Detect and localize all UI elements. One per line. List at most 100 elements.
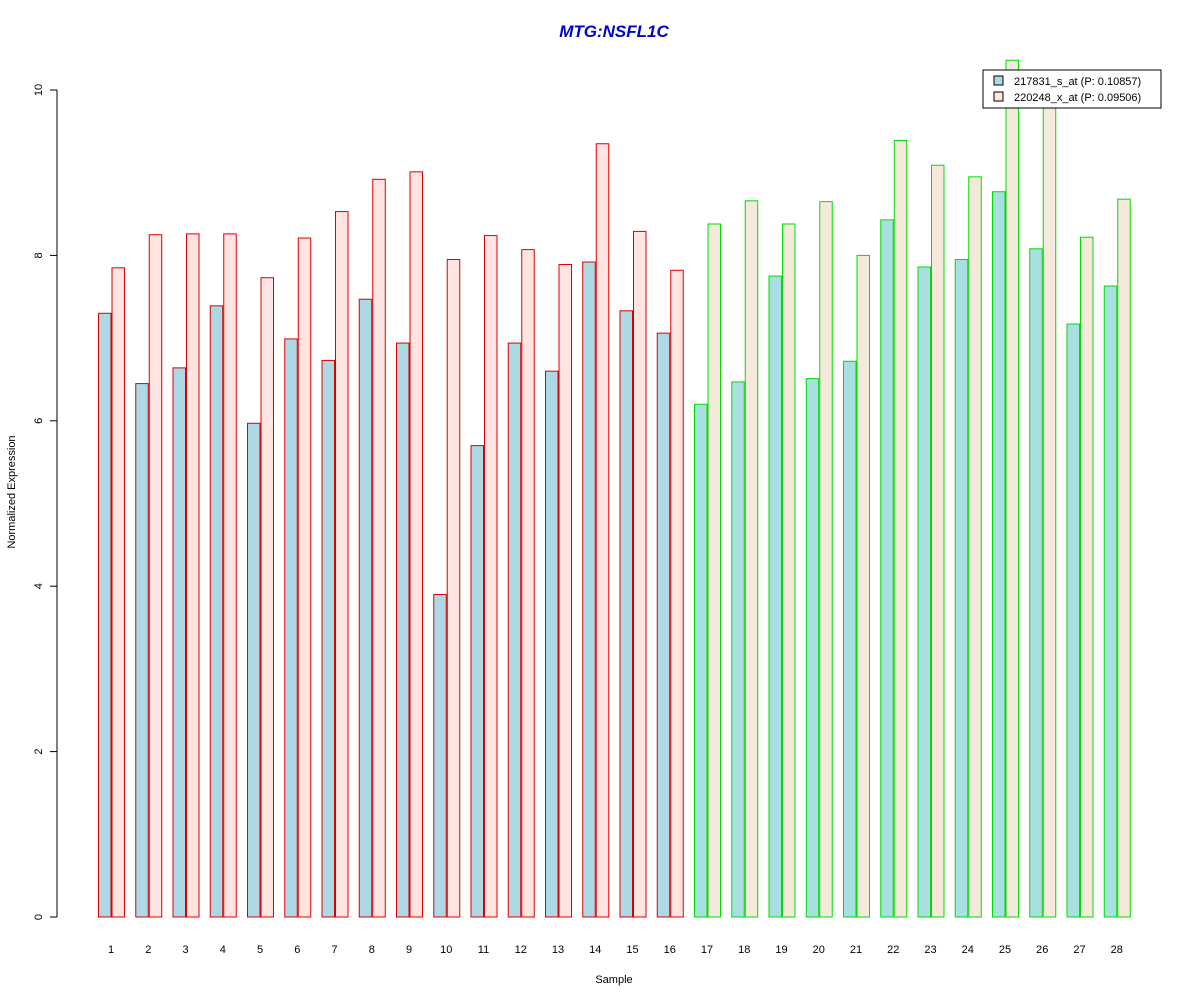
x-tick-label: 13 [552,944,564,956]
x-tick-label: 25 [999,944,1011,956]
bar-series1-sample-3 [172,367,186,918]
bar-series2-sample-4 [223,233,237,918]
y-tick-label: 4 [33,583,45,589]
y-axis: 0 2 4 6 8 10 [33,84,58,920]
bar-series1-sample-4 [209,305,224,918]
bar-series2-sample-15 [633,230,647,918]
bar-series2-sample-7 [335,211,349,918]
x-tick-label: 4 [220,944,226,956]
x-tick-label: 17 [701,944,713,956]
bar-series2-sample-25 [1005,59,1019,918]
legend: 217831_s_at (P: 0.10857) 220248_x_at (P: … [982,69,1162,109]
x-tick-label: 3 [182,944,188,956]
bar-series1-sample-21 [843,360,857,918]
bar-series2-sample-26 [1042,101,1057,918]
bar-series2-sample-14 [595,143,610,918]
bar-series1-sample-17 [694,403,708,918]
bar-series1-sample-13 [545,370,559,918]
x-tick-label: 6 [294,944,300,956]
bar-series2-sample-27 [1080,236,1094,918]
bar-series1-sample-25 [992,191,1006,918]
x-tick-label: 2 [145,944,151,956]
legend-label-series2: 220248_x_at (P: 0.09506) [1014,92,1141,104]
x-tick-label: 12 [515,944,527,956]
bar-series1-sample-22 [880,219,894,918]
bars [98,59,1131,918]
bar-series2-sample-3 [186,233,200,918]
bar-series1-sample-24 [954,259,969,918]
x-tick-label: 18 [738,944,750,956]
bar-series1-sample-19 [768,275,782,918]
chart-title: MTG:NSFL1C [559,22,669,41]
x-tick-label: 9 [406,944,412,956]
y-axis-label: Normalized Expression [6,435,18,548]
x-tick-label: 7 [331,944,337,956]
bar-series2-sample-1 [111,267,125,918]
bar-series2-sample-10 [446,259,461,918]
bar-series1-sample-14 [582,261,596,918]
bar-series1-sample-8 [358,298,373,918]
bar-series2-sample-21 [856,254,870,918]
bar-series2-sample-13 [558,263,572,918]
x-tick-label: 14 [589,944,601,956]
x-tick-label: 19 [775,944,787,956]
legend-swatch-series2 [993,91,1004,102]
x-tick-label: 11 [478,944,489,956]
bar-series2-sample-6 [297,237,312,918]
bar-series1-sample-27 [1066,323,1080,918]
y-tick-label: 0 [33,914,45,920]
y-tick-label: 8 [33,252,45,258]
bar-series1-sample-10 [433,593,447,918]
bar-series2-sample-11 [484,235,498,918]
bar-series1-sample-28 [1103,285,1118,918]
y-tick-label: 6 [33,418,45,424]
bar-series1-sample-7 [321,359,335,918]
x-tick-label: 15 [626,944,638,956]
x-tick-label: 10 [440,944,452,956]
x-tick-label: 27 [1073,944,1085,956]
bar-series2-sample-28 [1117,198,1131,918]
bar-series2-sample-24 [968,176,982,918]
bar-series2-sample-17 [707,223,721,918]
bar-series2-sample-18 [744,200,759,918]
bar-series1-sample-9 [396,342,410,918]
bar-series1-sample-15 [619,310,633,918]
x-tick-label: 20 [813,944,825,956]
x-tick-label: 8 [369,944,375,956]
x-axis-label: Sample [595,974,632,986]
bar-series2-sample-9 [409,171,423,918]
bar-series1-sample-6 [284,338,298,918]
bar-series1-sample-18 [731,381,745,918]
bar-series2-sample-5 [260,277,274,918]
x-tick-label: 5 [257,944,263,956]
bar-series2-sample-19 [782,223,796,918]
bar-series1-sample-2 [135,383,149,918]
bar-series1-sample-11 [470,445,484,918]
x-tick-label: 1 [108,944,114,956]
x-axis-tick-labels: 1 2 3 4 5 6 7 8 9 10 11 12 13 14 15 16 17 18 19 20 21 22 23 24 2… [108,944,1123,956]
x-tick-label: 28 [1111,944,1123,956]
x-tick-label: 16 [664,944,676,956]
bar-series2-sample-12 [521,249,535,918]
x-tick-label: 26 [1036,944,1048,956]
bar-series1-sample-12 [507,342,522,918]
bar-series1-sample-1 [98,312,112,918]
x-tick-label: 23 [924,944,936,956]
bar-series2-sample-2 [148,234,163,918]
x-tick-label: 21 [850,944,862,956]
legend-label-series1: 217831_s_at (P: 0.10857) [1014,76,1141,88]
legend-box [982,69,1162,109]
bar-series1-sample-20 [805,378,820,918]
bar-series1-sample-23 [917,266,931,918]
legend-swatch-series1 [993,75,1004,86]
bar-series2-sample-22 [893,139,908,918]
x-tick-label: 22 [887,944,899,956]
bar-series1-sample-16 [656,332,671,918]
y-tick-label: 2 [33,749,45,755]
bar-series2-sample-23 [931,164,945,918]
bar-series2-sample-20 [819,201,833,918]
bar-series1-sample-5 [247,422,261,918]
y-tick-label: 10 [33,84,45,96]
bar-series1-sample-26 [1029,248,1043,918]
